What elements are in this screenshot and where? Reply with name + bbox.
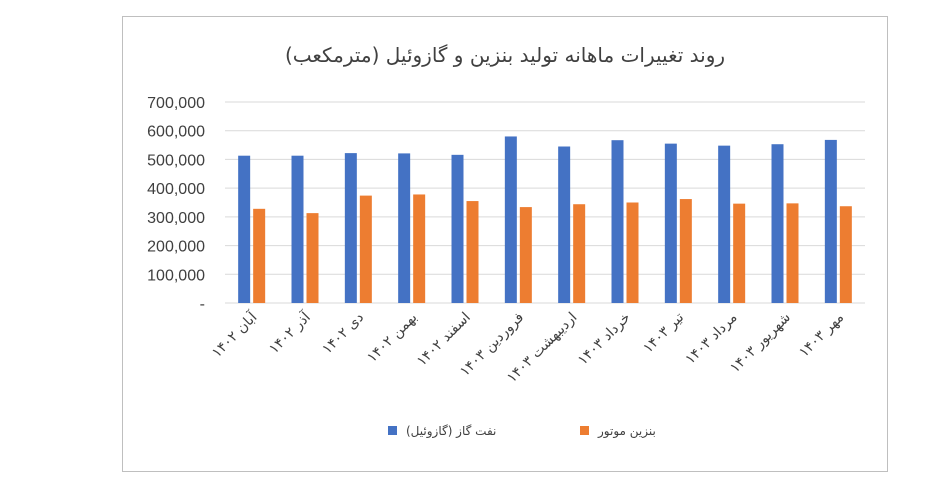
y-tick-label: 300,000: [147, 210, 205, 227]
bar-gasoline: [413, 194, 426, 303]
x-tick-label: خرداد ۱۴۰۳: [575, 310, 634, 369]
bar-diesel: [824, 139, 837, 303]
legend-label: بنزین موتور: [597, 424, 656, 439]
bar-diesel: [664, 143, 677, 303]
y-tick-label: 200,000: [147, 239, 205, 256]
bar-gasoline: [733, 203, 746, 303]
legend: نفت گاز (گازوئیل) بنزین موتور: [388, 424, 656, 439]
x-tick-label: آبان ۱۴۰۲: [208, 308, 261, 361]
y-tick-label: 400,000: [147, 181, 205, 198]
bar-diesel: [238, 155, 251, 303]
y-tick-label: 600,000: [147, 124, 205, 141]
bar-diesel: [611, 140, 624, 303]
bar-gasoline: [786, 203, 799, 303]
bar-diesel: [344, 153, 357, 303]
bar-diesel: [718, 145, 731, 303]
bar-gasoline: [253, 208, 266, 303]
y-tick-label: 700,000: [147, 95, 205, 112]
bar-gasoline: [306, 213, 319, 303]
bars: [238, 136, 852, 303]
bar-diesel: [291, 155, 304, 303]
y-tick-label: 100,000: [147, 267, 205, 284]
x-tick-label: مهر ۱۴۰۳: [796, 310, 847, 361]
bar-gasoline: [679, 199, 692, 303]
bar-gasoline: [839, 206, 852, 303]
bar-gasoline: [466, 201, 479, 303]
legend-swatch: [388, 426, 397, 435]
legend-label: نفت گاز (گازوئیل): [406, 424, 496, 439]
y-tick-label: 500,000: [147, 152, 205, 169]
y-tick-label: -: [200, 296, 205, 313]
bar-diesel: [451, 154, 464, 303]
gridlines: [225, 101, 865, 304]
legend-swatch: [580, 426, 589, 435]
bar-diesel: [771, 144, 784, 303]
x-tick-label: آذر ۱۴۰۲: [265, 308, 314, 357]
bar-diesel: [558, 146, 571, 303]
bar-diesel: [398, 153, 411, 303]
x-tick-label: دی ۱۴۰۲: [319, 310, 367, 358]
bar-gasoline: [573, 204, 586, 303]
x-tick-label: بهمن ۱۴۰۲: [364, 310, 420, 366]
bar-diesel: [504, 136, 517, 303]
y-axis-ticks: - 100,000 200,000 300,000 400,000 500,000 600,…: [147, 95, 205, 313]
chart-title: روند تغییرات ماهانه تولید بنزین و گازوئی…: [285, 43, 725, 67]
bar-gasoline: [359, 195, 372, 303]
x-tick-label: تیر ۱۴۰۳: [640, 309, 687, 356]
bar-gasoline: [626, 202, 639, 303]
bar-gasoline: [519, 207, 532, 303]
